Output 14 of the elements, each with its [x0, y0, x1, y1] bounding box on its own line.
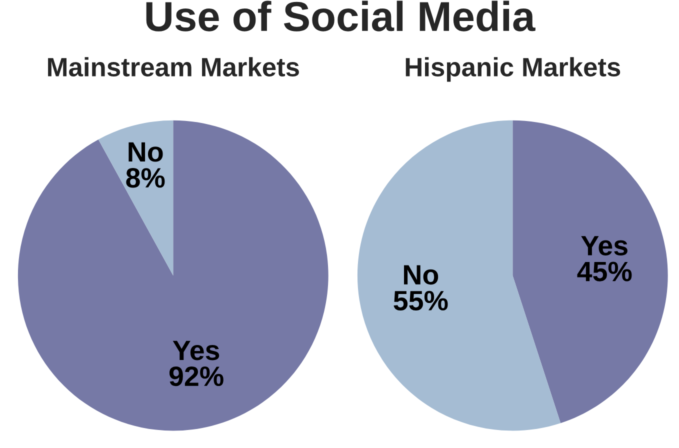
chart-title: Use of Social Media	[146, 0, 536, 32]
data-label: 45%	[577, 262, 632, 282]
slice-label: Yes	[172, 340, 220, 360]
slice-label: No	[128, 142, 163, 162]
data-label: 8%	[126, 168, 165, 188]
data-label: 92%	[169, 366, 224, 386]
slice-label: Yes	[581, 236, 628, 256]
pie-slice	[18, 120, 328, 431]
chart-subtitle: Mainstream Markets	[48, 57, 299, 77]
pie-slice	[512, 120, 668, 424]
pie-slice	[357, 120, 561, 431]
data-label: 55%	[394, 290, 448, 310]
slice-label: No	[404, 265, 438, 285]
chart-subtitle: Hispanic Markets	[406, 57, 620, 82]
